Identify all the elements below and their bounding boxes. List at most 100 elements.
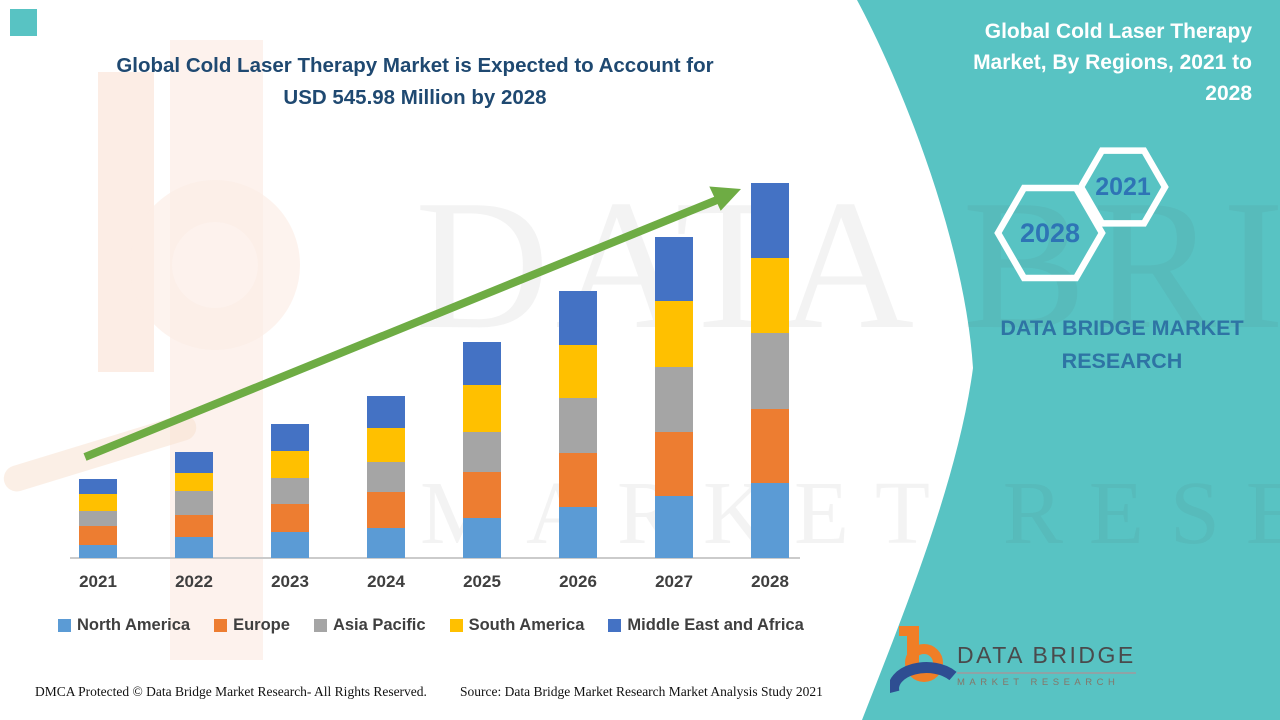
bar-2021	[79, 479, 117, 558]
teal-panel-shape	[857, 0, 1280, 720]
legend-swatch-icon	[58, 619, 71, 632]
corner-accent-square	[10, 9, 37, 36]
trend-arrow-shaft	[83, 196, 719, 461]
segment-2022-middle-east-and-africa	[175, 452, 213, 473]
segment-2024-middle-east-and-africa	[367, 396, 405, 428]
panel-brand-line1: DATA BRIDGE MARKET	[1000, 316, 1244, 340]
panel-heading-line3: 2028	[1205, 82, 1252, 105]
logo-subtitle: MARKET RESEARCH	[957, 677, 1120, 688]
hexagon-2021-icon	[1077, 147, 1169, 227]
segment-2023-south-america	[271, 451, 309, 478]
chart-title: Global Cold Laser Therapy Market is Expe…	[0, 50, 830, 114]
x-label-2028: 2028	[751, 572, 789, 592]
segment-2026-north-america	[559, 507, 597, 558]
segment-2025-middle-east-and-africa	[463, 342, 501, 385]
legend-swatch-icon	[214, 619, 228, 632]
segment-2026-south-america	[559, 345, 597, 398]
hexagon-2028-label: 2028	[1019, 218, 1081, 248]
databridge-logo-text: DATA BRIDGE MARKET RESEARCH	[957, 642, 1136, 688]
segment-2022-south-america	[175, 473, 213, 491]
chart-legend: North America Europe Asia Pacific South Ame…	[58, 616, 804, 635]
legend-item-europe: Europe	[214, 616, 290, 635]
segment-2024-asia-pacific	[367, 462, 405, 492]
segment-2021-europe	[79, 526, 117, 545]
segment-2021-middle-east-and-africa	[79, 479, 117, 494]
panel-brand-text: DATA BRIDGE MARKET RESEARCH	[997, 312, 1247, 378]
legend-item-south-america: South America	[449, 616, 585, 635]
segment-2024-europe	[367, 492, 405, 528]
segment-2026-europe	[559, 453, 597, 507]
segment-2025-europe	[463, 472, 501, 518]
bar-2022	[175, 452, 213, 558]
legend-label: South America	[468, 616, 585, 634]
legend-label: Asia Pacific	[332, 616, 426, 634]
segment-2021-asia-pacific	[79, 511, 117, 526]
segment-2025-north-america	[463, 518, 501, 558]
chart-title-line1: Global Cold Laser Therapy Market is Expe…	[116, 54, 714, 77]
legend-item-north-america: North America	[58, 616, 190, 635]
segment-2028-asia-pacific	[751, 333, 789, 409]
panel-heading: Global Cold Laser Therapy Market, By Reg…	[942, 16, 1252, 109]
footer-dmca-text: DMCA Protected © Data Bridge Market Rese…	[35, 684, 427, 699]
legend-label: Europe	[233, 616, 290, 634]
x-label-2022: 2022	[175, 572, 213, 592]
panel-heading-line1: Global Cold Laser Therapy	[984, 20, 1252, 43]
x-label-text: 2023	[271, 572, 309, 591]
segment-2023-middle-east-and-africa	[271, 424, 309, 451]
x-label-text: 2027	[655, 572, 693, 591]
segment-2022-europe	[175, 515, 213, 537]
legend-label: North America	[77, 616, 191, 634]
legend-swatch-icon	[608, 619, 622, 632]
hexagons-graphic	[994, 147, 1169, 282]
legend-label: Middle East and Africa	[627, 616, 804, 634]
x-label-text: 2026	[559, 572, 597, 591]
segment-2026-middle-east-and-africa	[559, 291, 597, 345]
legend-swatch-icon	[313, 619, 327, 632]
segment-2028-south-america	[751, 258, 789, 333]
x-axis-labels: 2021 2022 2023 2024 2025 2026 2027 2028	[79, 572, 789, 592]
trend-arrow-head-icon	[709, 186, 741, 211]
segment-2023-europe	[271, 504, 309, 532]
x-label-2025: 2025	[463, 572, 501, 592]
bars	[79, 183, 789, 558]
logo-title: DATA BRIDGE	[957, 642, 1136, 674]
x-label-text: 2025	[463, 572, 501, 591]
bar-2028	[751, 183, 789, 558]
x-label-2021: 2021	[79, 572, 117, 592]
panel-brand-line2: RESEARCH	[1061, 349, 1183, 373]
segment-2022-north-america	[175, 537, 213, 558]
legend-item-asia-pacific: Asia Pacific	[313, 616, 426, 635]
segment-2023-north-america	[271, 532, 309, 558]
chart-title-line2: USD 545.98 Million by 2028	[283, 86, 547, 109]
hexagon-2028-icon	[994, 184, 1106, 282]
segment-2024-north-america	[367, 528, 405, 558]
segment-2028-middle-east-and-africa	[751, 183, 789, 258]
segment-2022-asia-pacific	[175, 491, 213, 515]
segment-2023-asia-pacific	[271, 478, 309, 504]
bar-2025	[463, 342, 501, 558]
x-label-2024: 2024	[367, 572, 405, 592]
bar-2026	[559, 291, 597, 558]
bar-2024	[367, 396, 405, 558]
segment-2024-south-america	[367, 428, 405, 462]
panel-heading-line2: Market, By Regions, 2021 to	[973, 51, 1252, 74]
legend-item-middle-east-and-africa: Middle East and Africa	[608, 616, 804, 635]
segment-2028-north-america	[751, 483, 789, 558]
x-label-text: 2021	[79, 572, 117, 591]
segment-2027-europe	[655, 432, 693, 496]
x-axis-line	[70, 557, 800, 559]
segment-2021-north-america	[79, 545, 117, 558]
segment-2027-middle-east-and-africa	[655, 237, 693, 301]
x-label-2026: 2026	[559, 572, 597, 592]
x-label-text: 2022	[175, 572, 213, 591]
hexagon-2021-label: 2021	[1095, 173, 1151, 201]
segment-2025-south-america	[463, 385, 501, 432]
x-label-2027: 2027	[655, 572, 693, 592]
databridge-logo-icon	[890, 626, 957, 694]
segment-2025-asia-pacific	[463, 432, 501, 472]
bar-2027	[655, 237, 693, 558]
x-label-text: 2028	[751, 572, 789, 591]
x-label-2023: 2023	[271, 572, 309, 592]
